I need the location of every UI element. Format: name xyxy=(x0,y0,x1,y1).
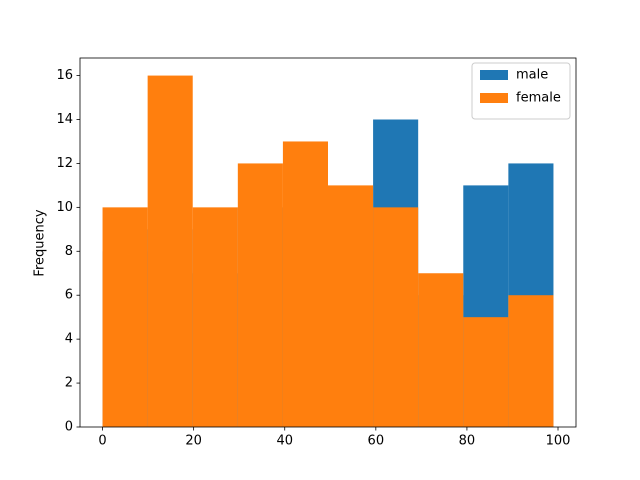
legend-label: female xyxy=(516,91,561,106)
bar xyxy=(418,273,464,427)
x-tick-label: 20 xyxy=(185,434,202,449)
y-tick-label: 4 xyxy=(65,332,73,347)
y-tick-label: 14 xyxy=(56,112,73,127)
x-tick-label: 60 xyxy=(368,434,385,449)
bar xyxy=(463,317,509,427)
bar xyxy=(237,163,283,427)
x-tick-label: 0 xyxy=(98,434,106,449)
bar xyxy=(102,207,148,427)
legend-label: male xyxy=(516,68,548,83)
bar xyxy=(508,295,554,427)
bar xyxy=(373,207,419,427)
x-tick-label: 100 xyxy=(546,434,571,449)
x-tick-label: 80 xyxy=(459,434,476,449)
bar xyxy=(192,207,238,427)
y-tick-label: 8 xyxy=(65,244,73,259)
bar xyxy=(328,185,374,427)
y-tick-label: 12 xyxy=(56,156,73,171)
y-tick-label: 2 xyxy=(65,376,73,391)
bar xyxy=(282,141,328,427)
y-tick-label: 0 xyxy=(65,420,73,435)
legend-swatch xyxy=(480,93,508,103)
y-tick-label: 16 xyxy=(56,68,73,83)
y-tick-label: 10 xyxy=(56,200,73,215)
y-tick-label: 6 xyxy=(65,288,73,303)
legend-swatch xyxy=(480,70,508,80)
bar xyxy=(147,75,193,428)
x-tick-label: 40 xyxy=(276,434,293,449)
plot-frame xyxy=(79,57,577,428)
y-axis-label: Frequency xyxy=(33,209,48,276)
